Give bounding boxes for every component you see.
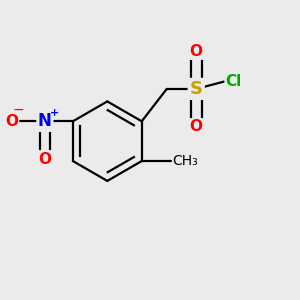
Text: S: S (190, 80, 203, 98)
Text: +: + (50, 108, 59, 118)
Text: N: N (38, 112, 52, 130)
Text: −: − (13, 103, 24, 117)
Text: O: O (38, 152, 51, 166)
Text: CH₃: CH₃ (172, 154, 198, 168)
Text: O: O (190, 44, 203, 59)
Text: O: O (190, 119, 203, 134)
Text: Cl: Cl (226, 74, 242, 89)
Text: O: O (5, 114, 18, 129)
